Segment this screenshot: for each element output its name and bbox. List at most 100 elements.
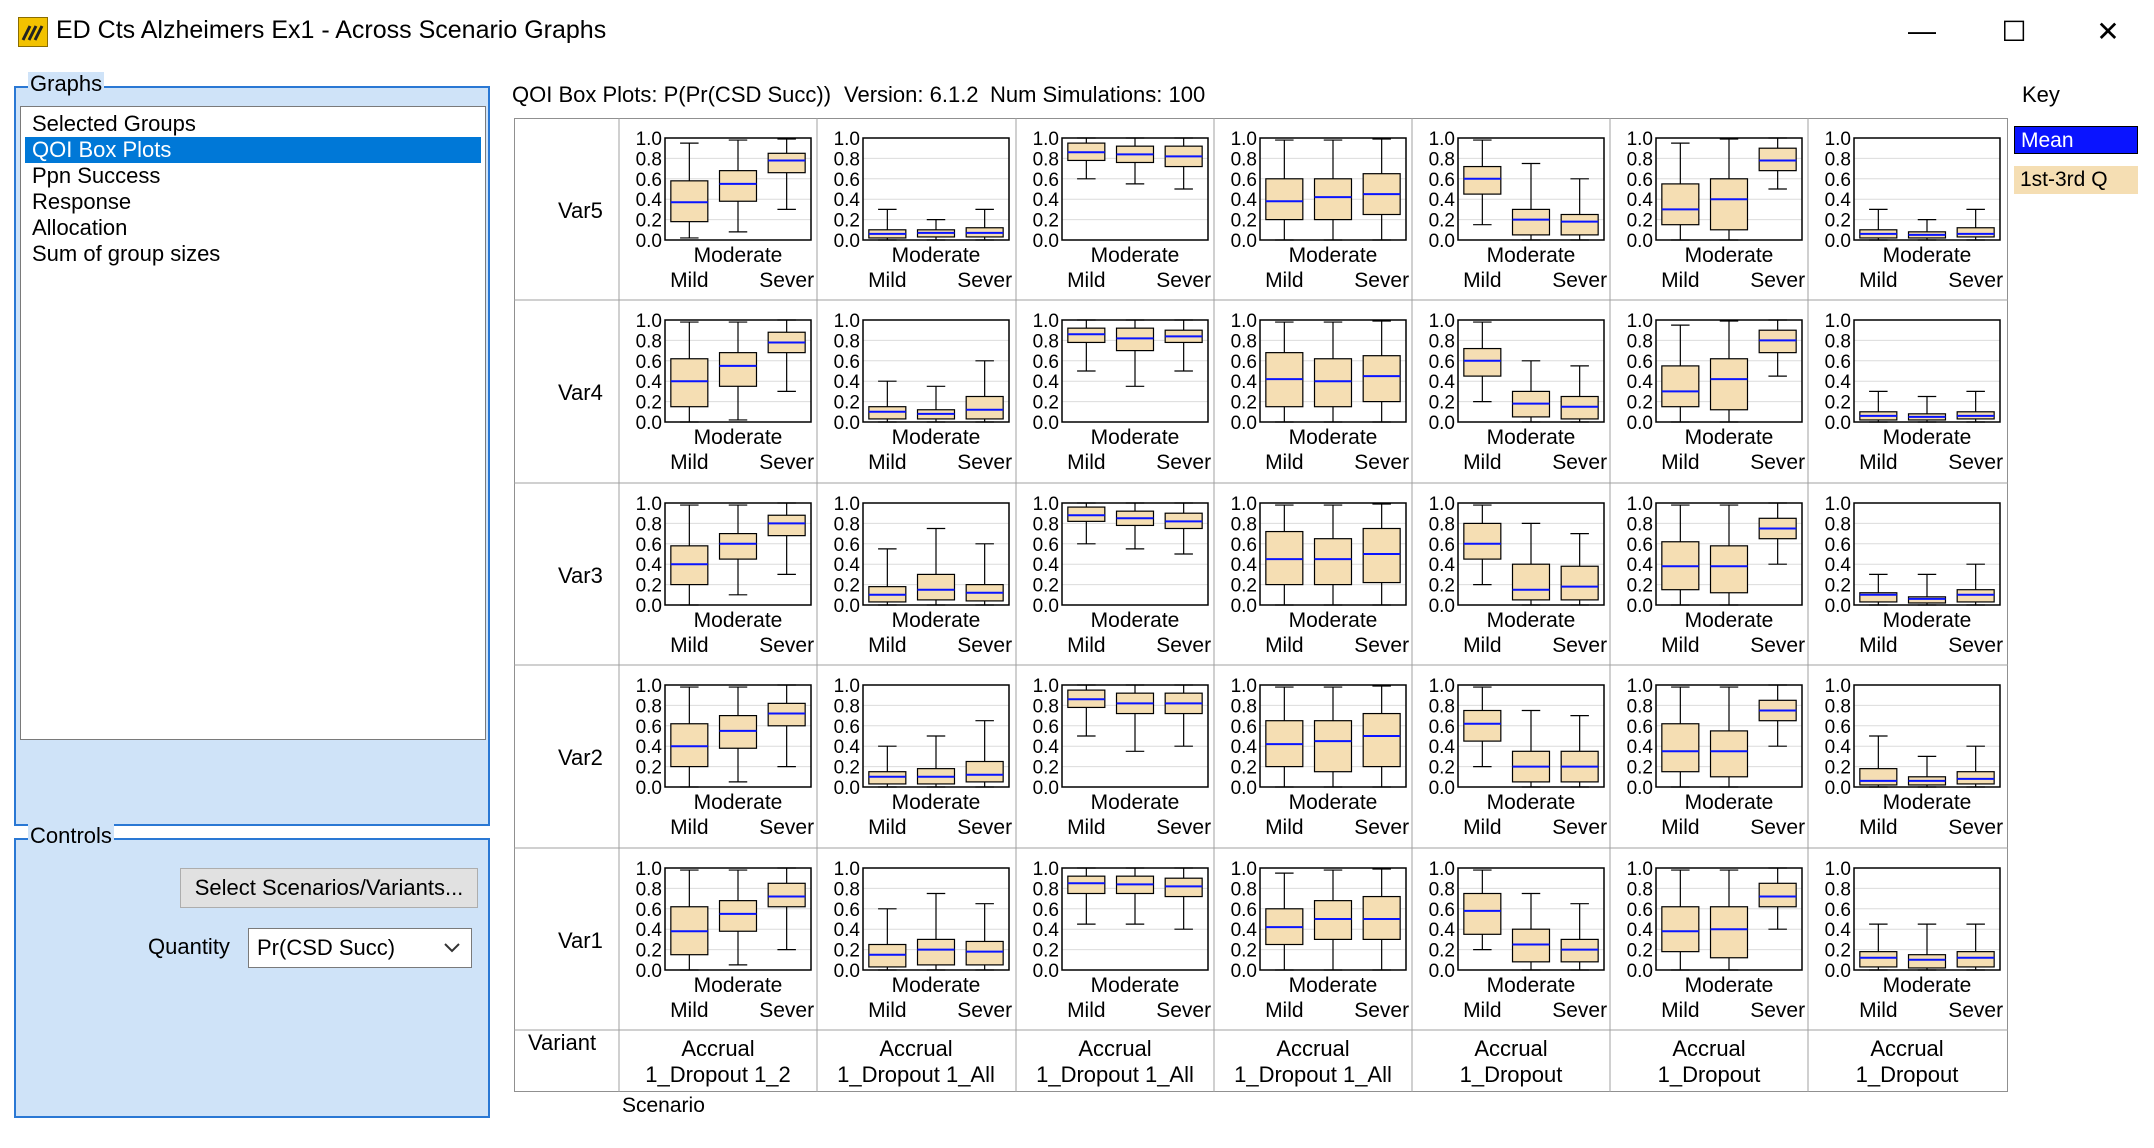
y-tick-label: 0.0	[1033, 413, 1059, 434]
category-label-top: Moderate	[1289, 974, 1378, 997]
y-tick-label: 0.2	[834, 758, 860, 779]
y-tick-label: 0.8	[1429, 514, 1455, 535]
y-tick-label: 0.0	[834, 413, 860, 434]
close-button[interactable]: ✕	[2096, 15, 2120, 47]
y-tick-label: 0.8	[1231, 331, 1257, 352]
y-tick-label: 0.8	[834, 879, 860, 900]
category-label-right: Sever	[1948, 999, 2003, 1022]
y-tick-label: 0.8	[834, 331, 860, 352]
y-tick-label: 0.6	[1825, 352, 1851, 373]
box-plot-grid	[514, 118, 2008, 1092]
y-tick-label: 0.8	[1825, 879, 1851, 900]
y-tick-label: 0.4	[1231, 737, 1258, 758]
y-tick-label: 0.4	[1033, 737, 1060, 758]
category-label-top: Moderate	[1289, 609, 1378, 632]
y-tick-label: 0.2	[1825, 941, 1851, 962]
y-tick-label: 1.0	[834, 129, 860, 150]
category-label-right: Sever	[1948, 816, 2003, 839]
y-tick-label: 1.0	[834, 494, 860, 515]
quartile-box	[1956, 227, 1995, 238]
y-tick-label: 0.2	[1033, 393, 1059, 414]
quartile-box	[767, 152, 806, 174]
list-item-sum-group-sizes[interactable]: Sum of group sizes	[32, 241, 221, 266]
quartile-box	[1362, 527, 1401, 584]
category-label-top: Moderate	[892, 974, 981, 997]
y-tick-label: 0.6	[1231, 352, 1257, 373]
y-tick-label: 0.8	[834, 149, 860, 170]
y-tick-label: 0.2	[1429, 393, 1455, 414]
category-label-top: Moderate	[1685, 974, 1774, 997]
y-tick-label: 0.0	[1825, 413, 1851, 434]
category-label-right: Sever	[1750, 269, 1805, 292]
category-label-left: Mild	[1463, 634, 1502, 657]
quartile-box	[1560, 565, 1599, 601]
scenario-label-line1: Accrual	[1474, 1036, 1548, 1061]
y-tick-label: 1.0	[1429, 311, 1455, 332]
y-tick-label: 1.0	[1231, 129, 1257, 150]
y-tick-label: 0.2	[1627, 941, 1653, 962]
category-label-right: Sever	[1354, 816, 1409, 839]
quartile-box	[1560, 395, 1599, 420]
graphs-listbox[interactable]: Selected Groups QOI Box Plots Ppn Succes…	[20, 106, 486, 740]
quartile-box	[1313, 538, 1353, 586]
maximize-button[interactable]: ☐	[2001, 15, 2027, 47]
y-tick-label: 0.0	[834, 596, 860, 617]
y-tick-label: 1.0	[1825, 859, 1851, 880]
y-tick-label: 0.2	[1033, 576, 1059, 597]
category-label-left: Mild	[868, 634, 907, 657]
category-label-top: Moderate	[1685, 609, 1774, 632]
category-label-top: Moderate	[1289, 244, 1378, 267]
y-tick-label: 0.4	[1825, 737, 1852, 758]
y-tick-label: 0.4	[1627, 190, 1654, 211]
y-tick-label: 1.0	[636, 859, 662, 880]
y-tick-label: 0.6	[834, 900, 860, 921]
category-label-top: Moderate	[1487, 244, 1576, 267]
y-tick-label: 0.4	[1627, 555, 1654, 576]
quartile-box	[1758, 147, 1797, 172]
quartile-box	[1709, 906, 1749, 959]
variant-column-label: Variant	[528, 1030, 597, 1055]
minimize-button[interactable]: —	[1908, 15, 1936, 46]
quartile-box	[718, 352, 758, 387]
y-tick-label: 0.6	[834, 352, 860, 373]
y-tick-label: 0.8	[1231, 149, 1257, 170]
select-scenarios-button[interactable]: Select Scenarios/Variants...	[180, 868, 478, 908]
list-item-allocation[interactable]: Allocation	[32, 215, 128, 240]
y-tick-label: 1.0	[636, 676, 662, 697]
list-item-selected-groups[interactable]: Selected Groups	[32, 111, 196, 136]
y-tick-label: 0.6	[1033, 900, 1059, 921]
category-label-left: Mild	[1265, 451, 1304, 474]
quantity-select[interactable]: Pr(CSD Succ)	[248, 928, 472, 968]
scenario-label-line2: 1_Dropout 1_All	[1234, 1062, 1392, 1087]
y-tick-label: 1.0	[1033, 311, 1059, 332]
list-item-ppn-success[interactable]: Ppn Success	[32, 163, 161, 188]
y-tick-label: 0.2	[1231, 393, 1257, 414]
category-label-left: Mild	[1067, 816, 1106, 839]
quartile-box	[1758, 329, 1797, 354]
quartile-box	[767, 514, 806, 537]
list-item-response[interactable]: Response	[32, 189, 132, 214]
category-label-left: Mild	[1265, 999, 1304, 1022]
category-label-left: Mild	[1067, 269, 1106, 292]
y-tick-label: 0.4	[834, 920, 861, 941]
category-label-top: Moderate	[1289, 791, 1378, 814]
y-tick-label: 0.6	[1627, 170, 1653, 191]
category-label-right: Sever	[1948, 269, 2003, 292]
y-tick-label: 0.6	[1033, 352, 1059, 373]
category-label-left: Mild	[1859, 451, 1898, 474]
y-tick-label: 0.0	[636, 231, 662, 252]
quartile-box	[965, 395, 1004, 420]
y-tick-label: 0.0	[1033, 778, 1059, 799]
category-label-left: Mild	[670, 634, 709, 657]
list-item-qoi-box-plots[interactable]: QOI Box Plots	[25, 137, 481, 163]
y-tick-label: 0.6	[1033, 717, 1059, 738]
y-tick-label: 0.4	[834, 737, 861, 758]
category-label-left: Mild	[1463, 269, 1502, 292]
